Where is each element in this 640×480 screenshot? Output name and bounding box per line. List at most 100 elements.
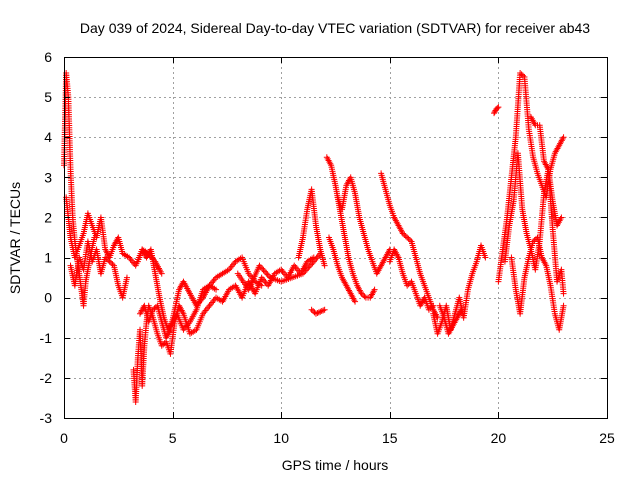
data-point	[401, 231, 408, 238]
data-point	[123, 274, 130, 281]
series-trace-9	[308, 306, 328, 317]
data-point	[259, 265, 266, 272]
data-point	[428, 304, 435, 311]
data-point	[458, 306, 465, 313]
data-point	[430, 302, 437, 309]
data-point	[560, 134, 567, 141]
series-trace-8	[295, 186, 328, 269]
data-point	[404, 282, 411, 289]
data-point	[102, 254, 109, 261]
series-trace-7	[234, 250, 324, 293]
data-point	[321, 262, 328, 269]
x-tick-label: 10	[273, 430, 289, 446]
data-point	[160, 341, 167, 348]
data-point	[371, 286, 378, 293]
data-point	[213, 286, 220, 293]
data-point	[314, 310, 321, 317]
y-tick-labels: -3 -2 -1 0 1 2 3 4 5 6	[40, 49, 53, 426]
x-axis-label: GPS time / hours	[282, 457, 389, 473]
data-point	[517, 70, 524, 77]
y-tick-label: 0	[44, 290, 52, 306]
y-tick-label: -2	[40, 370, 53, 386]
data-point	[405, 235, 412, 242]
data-point	[318, 308, 325, 315]
y-tick-label: 5	[44, 89, 52, 105]
data-point	[258, 282, 265, 289]
data-point	[109, 261, 116, 268]
data-point	[108, 259, 115, 266]
data-point	[558, 214, 565, 221]
data-point	[494, 105, 501, 112]
x-tick-label: 0	[60, 430, 68, 446]
y-axis-label: SDTVAR / TECUs	[7, 182, 23, 294]
series-trace-17	[491, 104, 502, 117]
x-tick-label: 15	[382, 430, 398, 446]
data-point	[425, 306, 432, 313]
data-point	[308, 306, 315, 313]
data-point	[405, 281, 412, 288]
data-point	[482, 254, 489, 261]
data-point	[260, 267, 267, 274]
data-point	[261, 268, 268, 275]
data-point	[317, 308, 324, 315]
data-point	[360, 291, 367, 298]
data-point	[315, 309, 322, 316]
data-point	[103, 255, 110, 262]
x-tick-label: 20	[491, 430, 507, 446]
series-trace-14	[386, 246, 437, 313]
data-point	[106, 258, 113, 265]
series-trace-2	[63, 194, 165, 277]
series-trace-21	[527, 114, 567, 297]
data-point	[361, 293, 368, 300]
x-tick-labels: 0 5 10 15 20 25	[60, 430, 615, 446]
data-point	[560, 290, 567, 297]
data-point	[320, 307, 327, 314]
plot-frame	[64, 57, 608, 419]
y-tick-label: 3	[44, 169, 52, 185]
series-trace-20	[508, 234, 567, 333]
series-trace-12	[334, 174, 393, 277]
data-point	[495, 104, 502, 111]
data-points	[61, 70, 567, 405]
data-point	[530, 238, 537, 245]
series-trace-3	[67, 238, 130, 301]
data-point	[491, 110, 498, 117]
data-point	[321, 306, 328, 313]
y-tick-label: -1	[40, 330, 53, 346]
data-point	[150, 306, 157, 313]
data-point	[151, 305, 158, 312]
x-tick-label: 25	[599, 430, 615, 446]
x-tick-label: 5	[169, 430, 177, 446]
series-trace-10	[323, 154, 378, 301]
series-trace-15	[430, 242, 489, 337]
axis-ticks	[64, 57, 608, 419]
data-point	[310, 308, 317, 315]
data-point	[491, 108, 498, 115]
series-trace-11	[325, 234, 359, 305]
y-tick-label: 2	[44, 209, 52, 225]
data-point	[105, 257, 112, 264]
data-point	[427, 305, 434, 312]
data-point	[312, 310, 319, 317]
data-point	[399, 230, 406, 237]
data-point	[560, 302, 567, 309]
data-point	[407, 237, 414, 244]
data-point	[520, 72, 527, 79]
y-tick-label: 1	[44, 250, 52, 266]
data-point	[158, 270, 165, 277]
data-point	[358, 290, 365, 297]
data-point	[531, 237, 538, 244]
data-point	[264, 271, 271, 278]
data-point	[404, 234, 411, 241]
data-point	[402, 233, 409, 240]
y-tick-label: 4	[44, 129, 52, 145]
data-point	[158, 342, 165, 349]
data-point	[518, 71, 525, 78]
series-trace-16	[436, 302, 465, 337]
y-tick-label: -3	[40, 410, 53, 426]
y-tick-label: 6	[44, 49, 52, 65]
chart-title: Day 039 of 2024, Sidereal Day-to-day VTE…	[80, 20, 590, 36]
data-point	[352, 298, 359, 305]
series-trace-6	[137, 278, 220, 341]
